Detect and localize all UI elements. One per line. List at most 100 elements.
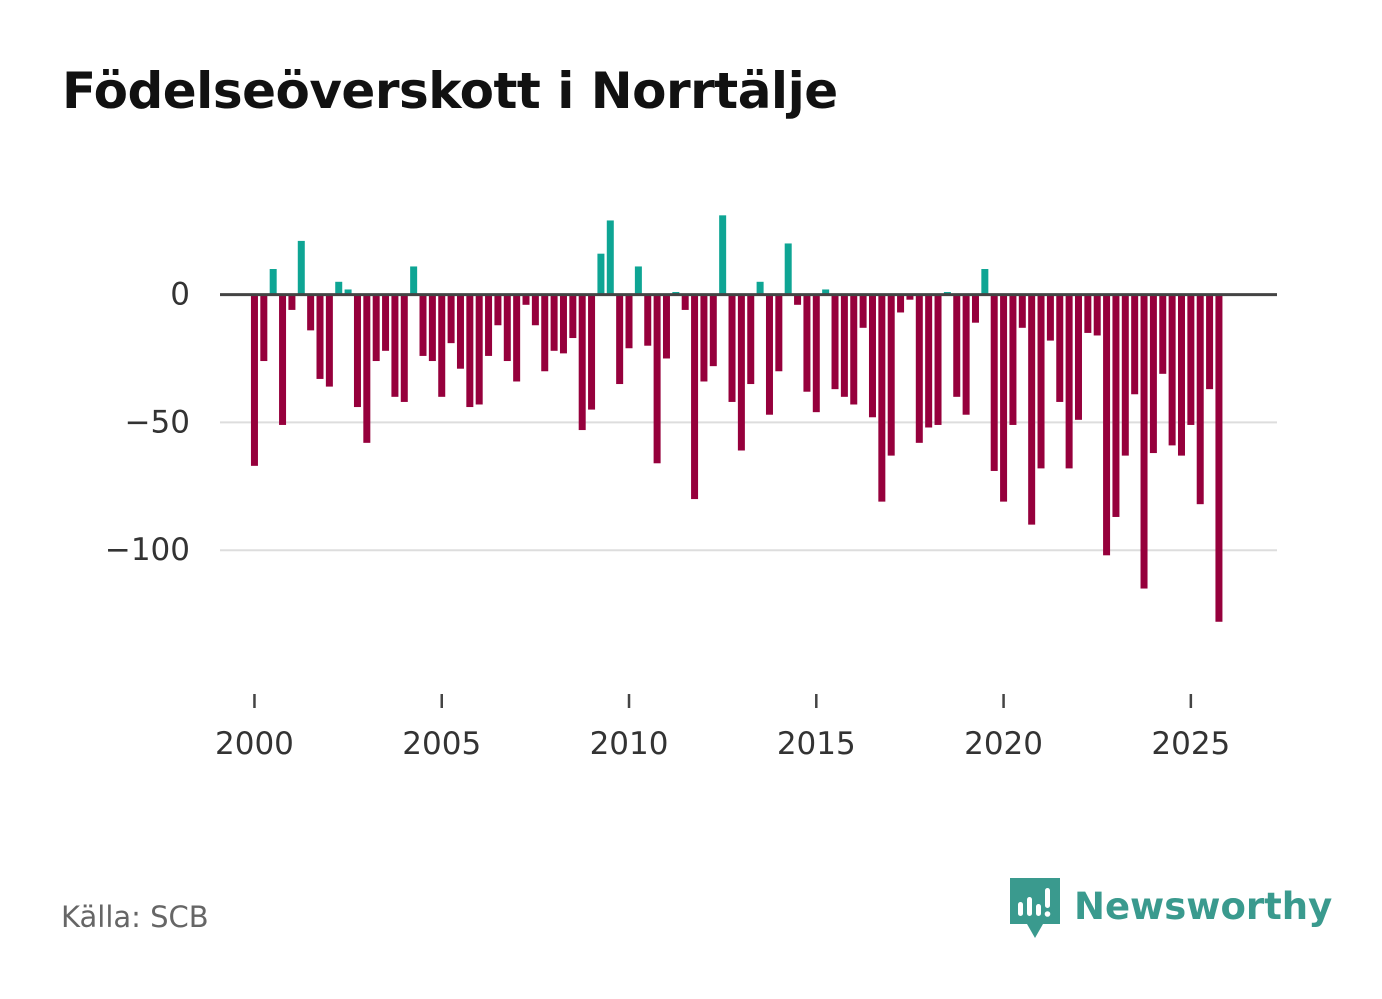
bar (887, 294, 895, 456)
bar (372, 294, 380, 362)
bar (1206, 294, 1214, 390)
bar (1009, 294, 1017, 425)
bar (1103, 294, 1111, 556)
bar (1065, 294, 1073, 469)
bar (559, 294, 567, 354)
bar (400, 294, 408, 402)
bar (288, 294, 296, 310)
bar (625, 294, 633, 349)
bar (428, 294, 436, 362)
bar (1056, 294, 1064, 402)
bar (653, 294, 661, 464)
bar (681, 294, 689, 310)
bar (531, 294, 539, 326)
bar (541, 294, 549, 372)
bar (1000, 294, 1008, 502)
bar (494, 294, 502, 326)
bar (1121, 294, 1129, 456)
bar (410, 266, 418, 295)
bar (906, 294, 914, 300)
bar (1177, 294, 1185, 456)
bar (316, 294, 324, 379)
brand-name: Newsworthy (1074, 884, 1333, 928)
bar (765, 294, 773, 415)
bar (691, 294, 699, 500)
bar (981, 269, 989, 295)
bar (616, 294, 624, 385)
bar (925, 294, 933, 428)
bar (597, 253, 605, 295)
x-tick-label: 2000 (215, 726, 294, 762)
bar (335, 281, 343, 295)
bar (419, 294, 427, 356)
bar (934, 294, 942, 425)
bar (868, 294, 876, 418)
bar (803, 294, 811, 392)
bar (363, 294, 371, 443)
bar (897, 294, 905, 313)
axes (220, 293, 1277, 708)
bar (971, 294, 979, 323)
bar-chart: 0 −50 −100 2000 2005 2010 2015 2020 2025 (105, 215, 1277, 762)
bar (606, 220, 614, 295)
bar (1074, 294, 1082, 420)
bar (1084, 294, 1092, 333)
y-tick-label: 0 (170, 277, 190, 313)
bar (447, 294, 455, 344)
bar (634, 266, 642, 295)
bar (1159, 294, 1167, 374)
bar (522, 294, 530, 305)
bar (644, 294, 652, 346)
bar (859, 294, 867, 328)
bar (550, 294, 558, 351)
brand-logo: Newsworthy (1010, 878, 1332, 940)
bar (728, 294, 736, 402)
bar (700, 294, 708, 382)
y-tick-label: −50 (125, 404, 190, 440)
bar (709, 294, 717, 367)
bar (1168, 294, 1176, 446)
bar (475, 294, 483, 405)
bar (325, 294, 333, 387)
y-tick-label: −100 (105, 532, 190, 568)
bar (456, 294, 464, 369)
bar (1196, 294, 1204, 505)
bar (344, 289, 352, 295)
bar (719, 215, 727, 295)
bar (840, 294, 848, 397)
source-note: Källa: SCB (61, 900, 209, 934)
bar (466, 294, 474, 408)
bar (578, 294, 586, 431)
bar (588, 294, 596, 410)
newsworthy-logo-icon (1010, 878, 1060, 938)
tick-labels: 0 −50 −100 2000 2005 2010 2015 2020 2025 (105, 277, 1230, 762)
bar (662, 294, 670, 359)
x-tick-label: 2010 (590, 726, 669, 762)
bar (1037, 294, 1045, 469)
bar (1215, 294, 1223, 622)
bar (1149, 294, 1157, 454)
bar (784, 243, 792, 295)
bar (269, 269, 277, 295)
bar (1028, 294, 1036, 525)
bar (260, 294, 268, 362)
bar (438, 294, 446, 397)
bar (1112, 294, 1120, 517)
bar (382, 294, 390, 351)
bar (822, 289, 830, 295)
bar (850, 294, 858, 405)
bar (812, 294, 820, 413)
bar (307, 294, 315, 331)
bar (831, 294, 839, 390)
gridlines (220, 421, 1277, 552)
bar (353, 294, 361, 408)
bar (962, 294, 970, 415)
bar (756, 281, 764, 295)
bar (503, 294, 511, 362)
bar (953, 294, 961, 397)
bar (297, 240, 305, 295)
bar (513, 294, 521, 382)
x-tick-label: 2015 (777, 726, 856, 762)
bar (250, 294, 258, 466)
bar (1131, 294, 1139, 395)
